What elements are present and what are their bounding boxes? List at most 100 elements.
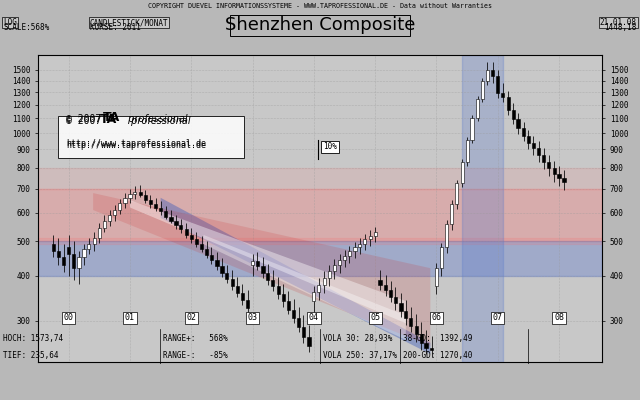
Bar [144,196,147,200]
Bar [241,293,244,300]
Bar [501,93,504,97]
Bar [246,300,249,308]
Bar [124,198,127,202]
Text: © 2007: © 2007 [66,116,108,126]
Bar [72,254,75,268]
Bar [38,168,602,188]
Text: HOCH: 1573,74: HOCH: 1573,74 [3,334,63,343]
Polygon shape [130,200,406,323]
Bar [236,286,239,293]
Bar [476,99,479,118]
Bar [210,255,213,260]
Bar [537,148,540,155]
Bar [38,238,602,244]
Bar [83,249,86,258]
Bar [450,204,453,224]
Bar [179,225,182,229]
Bar [148,200,152,204]
Bar [384,284,387,290]
Bar [297,318,300,327]
Bar [378,280,381,284]
Bar [522,128,525,136]
Polygon shape [204,235,406,340]
Bar [445,224,449,247]
Bar [159,208,162,211]
Text: COPYRIGHT DUEVEL INFORMATIONSSYSTEME - WWW.TAPROFESSIONAL.DE - Data without Warr: COPYRIGHT DUEVEL INFORMATIONSSYSTEME - W… [148,4,492,10]
Bar [266,273,269,280]
Bar [282,294,285,301]
Text: RANGE+:   568%: RANGE+: 568% [163,334,228,343]
Bar [511,110,515,119]
Bar [98,228,101,238]
Bar [220,266,223,273]
Text: 38-GD:  1392,49: 38-GD: 1392,49 [403,334,472,343]
Bar [129,194,132,198]
Text: © 2007: © 2007 [66,114,108,124]
Bar [276,286,280,294]
Bar [174,221,177,225]
Bar [307,337,310,346]
Bar [56,251,60,258]
Bar [348,251,351,256]
Bar [496,76,499,93]
Bar [164,211,167,216]
Bar [328,271,331,278]
Text: TA: TA [103,111,120,124]
Text: 04: 04 [309,314,319,322]
Text: LOG: LOG [3,18,17,27]
Text: Shenzhen Composite: Shenzhen Composite [225,16,415,34]
Bar [185,229,188,235]
Bar [205,249,208,255]
Bar [424,343,428,348]
Bar [62,258,65,264]
Bar [271,280,275,286]
Bar [102,221,106,228]
Text: 200-GD: 1270,40: 200-GD: 1270,40 [403,351,472,360]
Bar [430,348,433,350]
Bar [261,266,264,273]
Bar [302,327,305,337]
Bar [552,168,556,174]
Bar [542,155,545,162]
Bar [170,216,173,221]
Bar [532,143,535,148]
Bar [507,97,510,110]
Bar [547,162,550,168]
Text: 06: 06 [431,314,442,322]
Text: 21.01.08: 21.01.08 [600,18,637,27]
Bar [394,296,397,304]
Bar [87,244,90,249]
Bar [52,244,55,251]
Bar [557,174,561,178]
Text: VOLA 250: 37,17%: VOLA 250: 37,17% [323,351,397,360]
Bar [77,258,81,268]
Bar [154,204,157,208]
Bar [486,70,489,81]
Text: http://www.taprofessional.de: http://www.taprofessional.de [66,141,206,150]
Bar [343,256,346,260]
Bar [139,192,142,196]
Bar [317,284,321,292]
Bar [374,232,377,236]
Bar [108,215,111,221]
Bar [492,70,495,76]
Bar [312,292,316,301]
Bar [189,235,193,240]
Bar [481,81,484,99]
Bar [563,178,566,182]
Text: 07: 07 [493,314,503,322]
Bar [358,244,362,247]
Bar [470,118,474,140]
Bar [38,188,602,241]
Bar [399,304,403,310]
Bar [353,247,356,251]
Text: VOLA 30: 28,93%: VOLA 30: 28,93% [323,334,392,343]
Text: 03: 03 [248,314,257,322]
Bar [333,265,336,271]
Bar [287,301,290,310]
Bar [118,202,121,210]
Bar [461,162,464,183]
Text: KURSE: 2011: KURSE: 2011 [90,23,140,32]
Polygon shape [93,193,430,346]
Bar [389,290,392,296]
